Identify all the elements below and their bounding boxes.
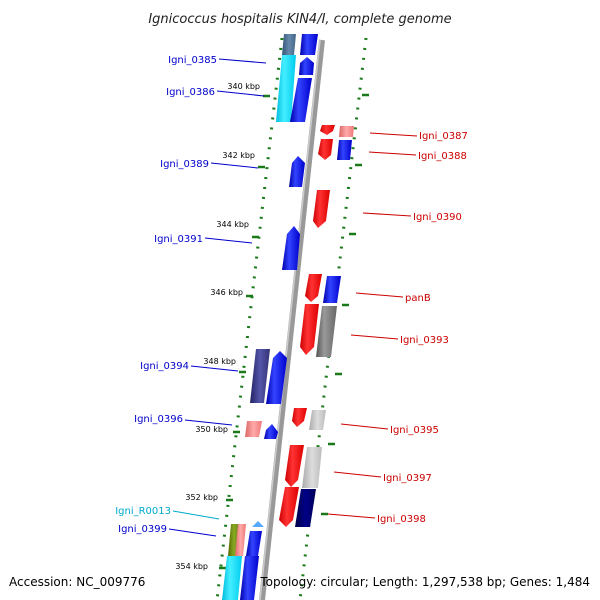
leader-line: [368, 151, 417, 156]
outer-dotted-track-left: [215, 37, 284, 600]
gene-block-igni-0385-b: [300, 34, 318, 55]
gene-label-igni-0388: Igni_0388: [418, 151, 467, 162]
leader-lines-left: [168, 58, 267, 537]
tick-label: 354 kbp: [175, 562, 208, 571]
gene-block-igni-0388-b: [337, 140, 352, 160]
gene-block-igni-0399: [246, 531, 262, 556]
leader-line: [340, 423, 389, 430]
gene-arrow-igni-0396-b: [264, 424, 278, 439]
gene-block-igni-0400: [222, 556, 242, 600]
gene-block-igni-0385: [282, 34, 296, 55]
gene-arrow-igni-0397: [285, 445, 304, 487]
gene-arrow-igni-0393: [300, 304, 319, 355]
leader-line: [190, 365, 239, 372]
leader-line: [168, 528, 217, 537]
gene-arrow-igni-0391: [282, 226, 300, 270]
gene-arrow-igni-0388: [318, 139, 333, 160]
gene-label-igni-0386: Igni_0386: [166, 87, 215, 98]
leader-line: [210, 162, 259, 169]
genome-backbone: [259, 39, 325, 600]
gene-arrow-panb: [305, 274, 322, 302]
leader-line: [333, 471, 382, 478]
gene-label-igni-0385: Igni_0385: [168, 55, 217, 66]
leader-line: [218, 58, 267, 64]
gene-block-igni-0395-b: [309, 410, 326, 430]
gene-block-igni-0396: [245, 421, 262, 437]
gene-arrow-igni-0399-tip: [252, 521, 264, 527]
gene-arrow-igni-0395: [292, 408, 307, 427]
tick-label: 342 kbp: [222, 151, 255, 160]
gene-arrow-igni-0398: [279, 487, 299, 527]
tick-label: 348 kbp: [203, 357, 236, 366]
tick-label: 340 kbp: [227, 82, 260, 91]
genome-backbone-highlight: [259, 39, 321, 600]
gene-arrow-igni-0389: [289, 156, 305, 187]
leader-line: [184, 419, 233, 426]
gene-label-igni-0397: Igni_0397: [383, 473, 432, 484]
tick-dashes: [219, 93, 369, 570]
leader-line: [350, 334, 399, 340]
gene-block-panb-b: [323, 276, 341, 303]
leader-line: [204, 237, 253, 244]
tick-label: 346 kbp: [210, 288, 243, 297]
gene-label-igni-0389: Igni_0389: [160, 159, 209, 170]
tick-labels: 340 kbp 342 kbp 344 kbp 346 kbp 348 kbp …: [175, 82, 260, 571]
tick-label: 352 kbp: [185, 493, 218, 502]
gene-label-igni-0396: Igni_0396: [134, 414, 183, 425]
leader-line: [355, 292, 404, 298]
gene-labels-right: Igni_0387 Igni_0388 Igni_0390 panB Igni_…: [377, 131, 468, 525]
gene-block-igni-0387-b: [339, 126, 354, 137]
gene-arrow-igni-0390: [313, 190, 330, 228]
tick-label: 344 kbp: [216, 220, 249, 229]
gene-label-igni-0398: Igni_0398: [377, 514, 426, 525]
gene-labels-left: Igni_0385 Igni_0386 Igni_0389 Igni_0391 …: [115, 55, 217, 535]
minus-strand-features: [279, 125, 354, 527]
gene-block-igni-0397-b: [302, 447, 322, 488]
gene-label-igni-0391: Igni_0391: [154, 234, 203, 245]
leader-line: [369, 132, 418, 137]
leader-line: [362, 212, 412, 217]
gene-block-igni-0400-b: [240, 556, 259, 600]
gene-block-igni-0393-b: [316, 306, 337, 357]
gene-block-igni-0398-b: [295, 489, 316, 527]
gene-block-igni-0394-a: [250, 349, 270, 403]
gene-arrow-igni-0394-b: [266, 351, 287, 404]
gene-arrow-0386-a: [299, 57, 314, 75]
gene-label-igni-0399: Igni_0399: [118, 524, 167, 535]
leader-line: [327, 513, 376, 519]
accession-text: Accession: NC_009776: [9, 575, 145, 589]
tick-label: 350 kbp: [195, 425, 228, 434]
gene-label-igni-r0013: Igni_R0013: [115, 506, 171, 517]
gene-label-igni-0390: Igni_0390: [413, 212, 462, 223]
gene-label-igni-0393: Igni_0393: [400, 335, 449, 346]
plus-strand-features: [222, 34, 318, 600]
gene-label-igni-0395: Igni_0395: [390, 425, 439, 436]
gene-arrow-igni-0387: [320, 125, 335, 135]
gene-label-igni-0394: Igni_0394: [140, 361, 189, 372]
gene-label-igni-0387: Igni_0387: [419, 131, 468, 142]
genome-summary-text: Topology: circular; Length: 1,297,538 bp…: [259, 575, 590, 589]
gene-label-panb: panB: [405, 293, 431, 304]
gene-block-igni-r0013-b: [235, 524, 246, 556]
gene-block-igni-0386: [276, 55, 296, 122]
gene-block-0386-b: [290, 78, 312, 122]
diagram-title: Ignicoccus hospitalis KIN4/I, complete g…: [148, 12, 451, 27]
leader-line-rna: [172, 510, 220, 520]
leader-lines-right: [327, 132, 418, 519]
leader-line: [216, 90, 265, 97]
